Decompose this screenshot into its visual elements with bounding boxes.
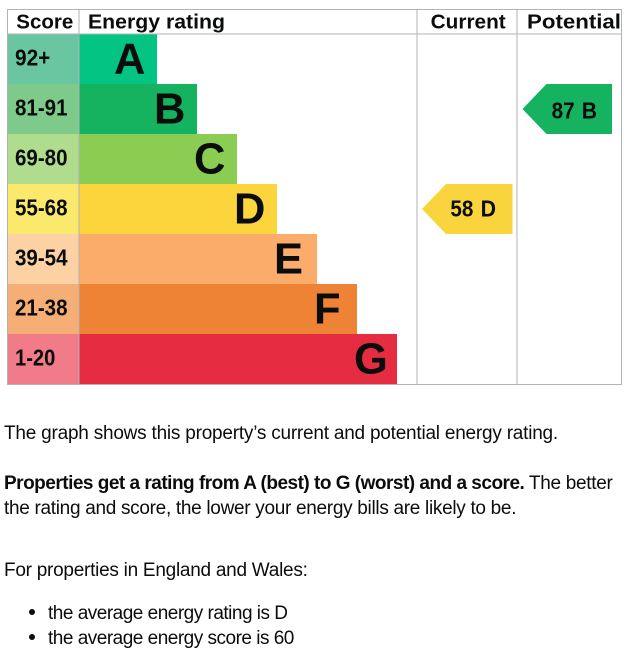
svg-text:C: C: [194, 136, 225, 184]
svg-text:Score: Score: [16, 11, 73, 34]
svg-text:39-54: 39-54: [15, 244, 68, 270]
svg-text:B: B: [154, 86, 185, 134]
svg-text:69-80: 69-80: [15, 144, 68, 170]
svg-text:F: F: [314, 286, 341, 334]
svg-text:Energy rating: Energy rating: [88, 11, 225, 34]
svg-text:Potential: Potential: [527, 11, 621, 34]
svg-text:E: E: [274, 236, 303, 284]
svg-text:58: 58: [450, 196, 473, 222]
svg-text:55-68: 55-68: [15, 194, 68, 220]
svg-text:81-91: 81-91: [15, 94, 68, 120]
svg-text:21-38: 21-38: [15, 294, 68, 320]
svg-text:92+: 92+: [15, 44, 50, 70]
svg-text:1-20: 1-20: [15, 344, 55, 370]
svg-text:G: G: [354, 336, 388, 384]
svg-text:B: B: [582, 97, 597, 123]
svg-text:D: D: [481, 196, 496, 222]
svg-text:Current: Current: [431, 11, 506, 34]
svg-text:D: D: [234, 186, 265, 234]
svg-text:A: A: [114, 36, 145, 84]
svg-text:87: 87: [552, 97, 575, 123]
